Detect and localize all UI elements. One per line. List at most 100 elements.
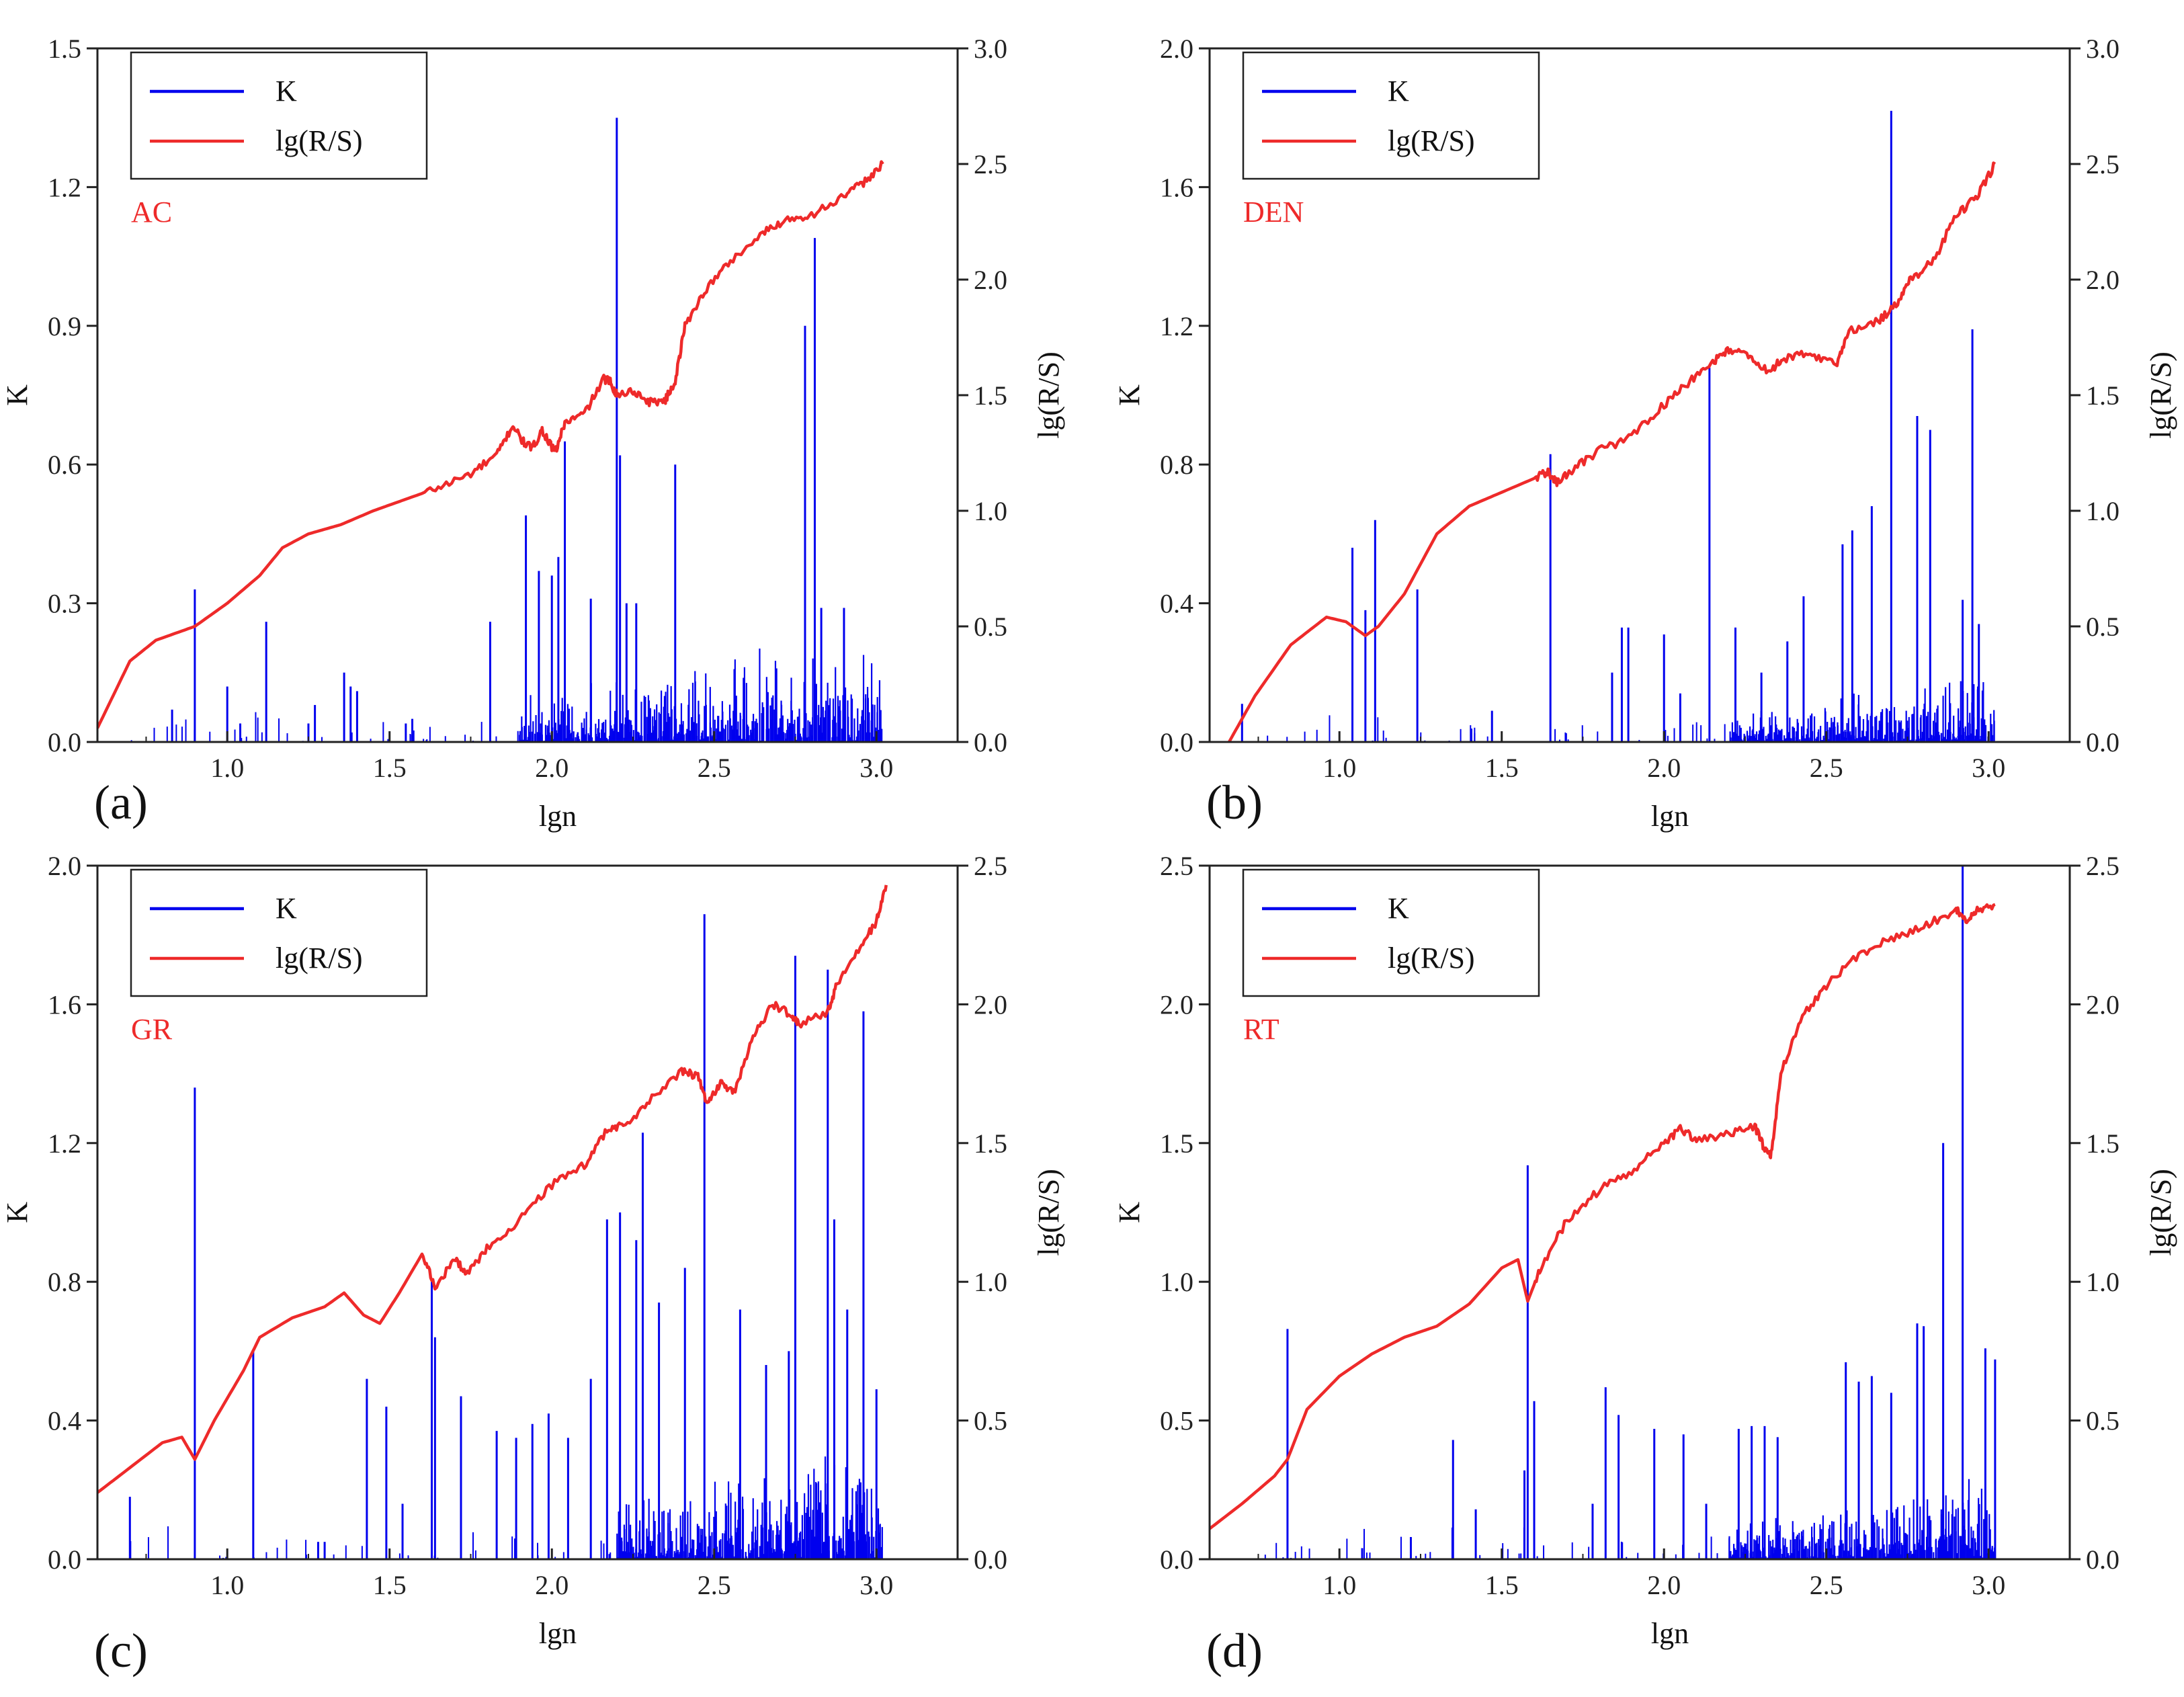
y-right-tick-label: 2.0 bbox=[2086, 989, 2119, 1020]
y-right-tick-label: 2.5 bbox=[974, 851, 1007, 881]
y-right-tick-label: 0.0 bbox=[974, 727, 1007, 757]
panel-label: (b) bbox=[1206, 776, 1263, 829]
legend-rs-label: lg(R/S) bbox=[276, 942, 363, 975]
y-right-tick-label: 0.5 bbox=[974, 1406, 1007, 1436]
series-tag: GR bbox=[131, 1013, 173, 1046]
y-left-tick-label: 1.5 bbox=[1160, 1128, 1193, 1159]
x-tick-label: 1.5 bbox=[373, 753, 407, 783]
k-peak-bars bbox=[1286, 866, 1997, 1559]
panel-label: (a) bbox=[94, 776, 148, 829]
y-left-tick-label: 0.5 bbox=[1160, 1406, 1193, 1436]
k-peak-bars bbox=[1241, 110, 1980, 742]
y-left-tick-label: 2.0 bbox=[1160, 34, 1193, 64]
y-left-tick-label: 0.6 bbox=[48, 450, 81, 480]
legend-k-label: K bbox=[276, 75, 297, 108]
y-left-tick-label: 0.0 bbox=[48, 727, 81, 757]
y-right-tick-label: 0.0 bbox=[2086, 1544, 2119, 1575]
series-tag: DEN bbox=[1243, 196, 1304, 229]
x-tick-label: 1.0 bbox=[1322, 1570, 1356, 1600]
k-sparse-bars bbox=[1243, 1527, 1718, 1559]
k-peak-bars bbox=[171, 118, 845, 742]
x-tick-label: 3.0 bbox=[1972, 753, 2005, 783]
rs-line bbox=[1210, 903, 1996, 1530]
series-tag: AC bbox=[131, 196, 172, 229]
x-tick-label: 2.0 bbox=[1647, 1570, 1681, 1600]
k-sparse-bars bbox=[130, 1526, 612, 1559]
panel-gr: 1.0 1.5 2.0 2.5 3.0 0.0 0.4 0.8 1.2 1.6 2.0 0.0 0.5 1… bbox=[1, 851, 1065, 1678]
y-right-tick-label: 0.5 bbox=[2086, 612, 2119, 642]
x-tick-label: 1.0 bbox=[210, 1570, 244, 1600]
y-right-tick-label: 0.0 bbox=[974, 1544, 1007, 1575]
legend-rs-label: lg(R/S) bbox=[1388, 124, 1475, 157]
x-tick-label: 1.5 bbox=[1485, 753, 1519, 783]
y-left-axis-title: K bbox=[1113, 1202, 1146, 1223]
panel-label: (d) bbox=[1206, 1624, 1263, 1678]
x-tick-label: 2.0 bbox=[535, 753, 569, 783]
y-right-tick-label: 1.5 bbox=[2086, 380, 2119, 411]
y-right-axis-title: lg(R/S) bbox=[1032, 351, 1065, 439]
y-right-tick-label: 2.0 bbox=[974, 265, 1007, 295]
x-tick-label: 2.5 bbox=[698, 753, 731, 783]
x-tick-label: 2.5 bbox=[1810, 753, 1843, 783]
plot-frame bbox=[96, 864, 959, 1561]
y-right-axis-title: lg(R/S) bbox=[2144, 1169, 2177, 1256]
y-left-tick-label: 1.6 bbox=[48, 989, 81, 1020]
legend-k-label: K bbox=[276, 892, 297, 925]
legend: Klg(R/S) bbox=[1242, 868, 1540, 997]
plot-frame bbox=[1208, 864, 2071, 1561]
y-right-tick-label: 3.0 bbox=[2086, 34, 2119, 64]
x-axis-title: lgn bbox=[1651, 800, 1689, 833]
y-right-tick-label: 2.5 bbox=[2086, 149, 2119, 179]
y-left-tick-label: 0.3 bbox=[48, 589, 81, 619]
y-left-axis-title: K bbox=[1, 1202, 34, 1223]
x-tick-label: 1.5 bbox=[373, 1570, 407, 1600]
legend-box bbox=[1242, 51, 1540, 180]
y-left-tick-label: 0.0 bbox=[48, 1544, 81, 1575]
k-peak-bars bbox=[128, 914, 878, 1559]
plot-area bbox=[97, 118, 884, 742]
y-right-tick-label: 2.5 bbox=[974, 149, 1007, 179]
y-right-tick-label: 2.5 bbox=[2086, 851, 2119, 881]
y-right-tick-label: 2.0 bbox=[974, 989, 1007, 1020]
k-noise-bars bbox=[519, 648, 883, 742]
x-tick-label: 1.0 bbox=[1322, 753, 1356, 783]
series-tag: RT bbox=[1243, 1013, 1279, 1046]
x-tick-label: 3.0 bbox=[1972, 1570, 2005, 1600]
y-left-tick-label: 0.8 bbox=[48, 1267, 81, 1297]
x-tick-label: 3.0 bbox=[859, 1570, 893, 1600]
k-noise-bars bbox=[1728, 1479, 1996, 1559]
plot-area bbox=[1228, 110, 1997, 742]
legend: Klg(R/S) bbox=[130, 51, 428, 180]
legend-box bbox=[130, 51, 428, 180]
legend-k-label: K bbox=[1388, 892, 1409, 925]
y-right-tick-label: 3.0 bbox=[974, 34, 1007, 64]
y-left-axis-title: K bbox=[1113, 384, 1146, 406]
y-left-tick-label: 2.5 bbox=[1160, 851, 1193, 881]
y-right-tick-label: 0.5 bbox=[2086, 1406, 2119, 1436]
legend: Klg(R/S) bbox=[130, 868, 428, 997]
k-sparse-bars bbox=[1267, 715, 1726, 742]
k-noise-bars bbox=[1728, 681, 1995, 742]
y-right-tick-label: 1.0 bbox=[2086, 496, 2119, 526]
y-right-axis-title: lg(R/S) bbox=[2144, 351, 2177, 439]
legend-box bbox=[130, 868, 428, 997]
legend-rs-label: lg(R/S) bbox=[1388, 942, 1475, 975]
y-left-tick-label: 2.0 bbox=[1160, 989, 1193, 1020]
x-tick-label: 2.5 bbox=[1810, 1570, 1843, 1600]
panel-ac: 1.0 1.5 2.0 2.5 3.0 0.0 0.3 0.6 0.9 1.2 1.5 0.0 0.5 1… bbox=[1, 34, 1065, 833]
y-right-tick-label: 0.0 bbox=[2086, 727, 2119, 757]
y-left-tick-label: 1.2 bbox=[48, 1128, 81, 1159]
legend-k-label: K bbox=[1388, 75, 1409, 108]
x-tick-label: 1.5 bbox=[1485, 1570, 1519, 1600]
rs-line bbox=[97, 884, 888, 1494]
y-right-tick-label: 1.0 bbox=[974, 496, 1007, 526]
x-axis-title: lgn bbox=[1651, 1617, 1689, 1650]
x-axis-title: lgn bbox=[539, 1617, 577, 1650]
y-right-tick-label: 1.5 bbox=[974, 1128, 1007, 1159]
k-noise-bars bbox=[616, 1456, 883, 1559]
k-sparse-bars bbox=[130, 712, 519, 742]
y-left-tick-label: 2.0 bbox=[48, 851, 81, 881]
y-left-tick-label: 1.6 bbox=[1160, 172, 1193, 202]
